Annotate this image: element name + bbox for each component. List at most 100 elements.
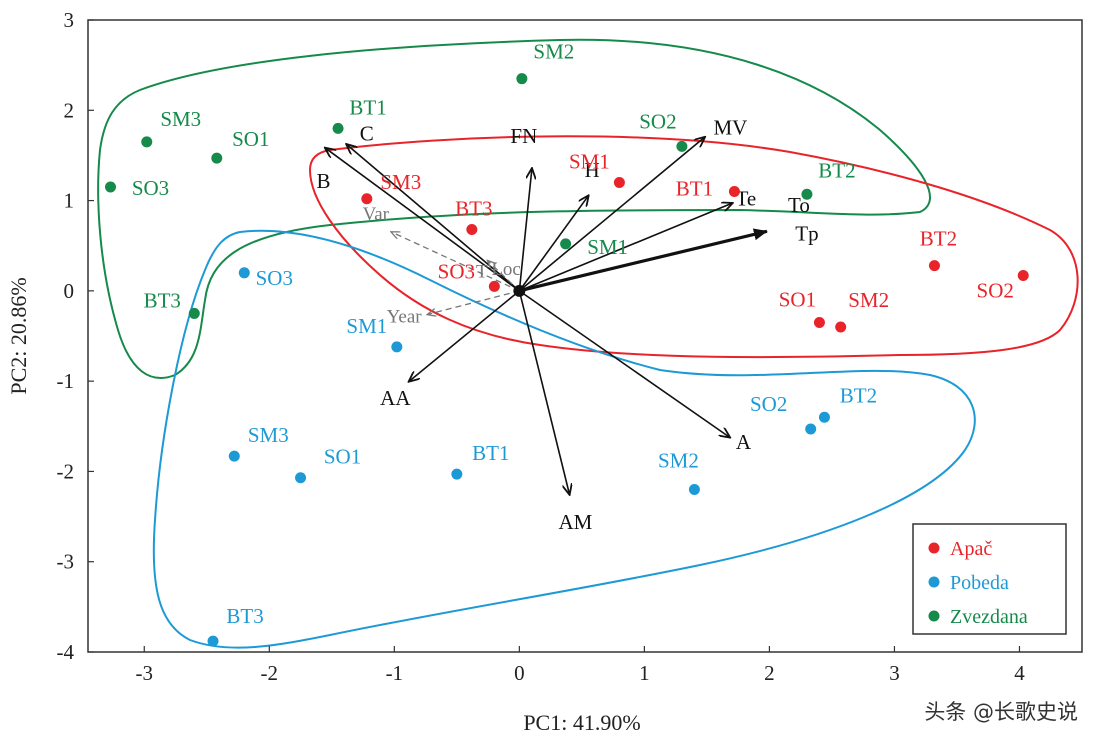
point-label: BT1 bbox=[349, 95, 386, 119]
point-apac-bt3 bbox=[466, 223, 478, 235]
origin-dot bbox=[513, 284, 526, 297]
x-tick-label: 0 bbox=[514, 661, 525, 685]
supplementary-label-year: Year bbox=[387, 306, 423, 327]
point-label: SM3 bbox=[248, 423, 289, 447]
group-hulls bbox=[97, 38, 1079, 649]
point-pobeda-bt3 bbox=[207, 635, 219, 647]
point-label: BT3 bbox=[455, 196, 492, 220]
legend-marker-pobeda bbox=[928, 576, 940, 588]
loading-arrow-a bbox=[518, 290, 729, 437]
point-apac-sm1 bbox=[613, 177, 625, 189]
loading-label-b: B bbox=[317, 169, 331, 193]
point-label: SO2 bbox=[977, 279, 1014, 303]
x-tick-label: 2 bbox=[764, 661, 775, 685]
loading-label-h: H bbox=[585, 158, 600, 182]
point-label: BT2 bbox=[920, 227, 957, 251]
loading-arrow-mv bbox=[518, 137, 704, 292]
point-pobeda-bt1 bbox=[451, 468, 463, 480]
point-pobeda-bt2 bbox=[818, 411, 830, 423]
x-tick-label: 1 bbox=[639, 661, 650, 685]
point-label: BT2 bbox=[818, 158, 855, 182]
point-zvezdana-so1 bbox=[211, 152, 223, 164]
point-label: SO3 bbox=[132, 176, 169, 200]
loading-arrow-am bbox=[518, 290, 569, 494]
point-zvezdana-bt2 bbox=[801, 188, 813, 200]
y-tick-label: 1 bbox=[64, 189, 75, 213]
loading-label-tp: Tp bbox=[795, 221, 818, 245]
point-label: BT3 bbox=[144, 288, 181, 312]
point-label: SM2 bbox=[848, 288, 889, 312]
loading-arrow-tp bbox=[518, 228, 768, 293]
y-tick-label: -2 bbox=[57, 459, 75, 483]
x-tick-label: 4 bbox=[1014, 661, 1025, 685]
supplementary-arrow-year bbox=[428, 290, 520, 314]
point-pobeda-so2 bbox=[805, 423, 817, 435]
point-zvezdana-so2 bbox=[676, 140, 688, 152]
loading-label-aa: AA bbox=[380, 386, 411, 410]
point-pobeda-sm2 bbox=[688, 483, 700, 495]
point-zvezdana-bt3 bbox=[188, 307, 200, 319]
plot-frame bbox=[87, 19, 1083, 653]
loading-arrow-h bbox=[518, 196, 588, 292]
x-tick-label: -3 bbox=[136, 661, 154, 685]
point-label: SM2 bbox=[658, 448, 699, 472]
point-label: SM3 bbox=[380, 170, 421, 194]
point-pobeda-so3 bbox=[238, 267, 250, 279]
x-tick-label: -1 bbox=[386, 661, 404, 685]
supplementary-label-loc: Loc bbox=[491, 259, 521, 280]
supplementary-label-var: Var bbox=[363, 204, 390, 225]
loading-arrow-fn bbox=[518, 169, 532, 291]
y-tick-label: 2 bbox=[64, 98, 75, 122]
x-tick-label: 3 bbox=[889, 661, 900, 685]
pobeda-hull bbox=[152, 229, 976, 649]
loading-label-te: Te bbox=[736, 186, 757, 210]
y-tick-label: -3 bbox=[57, 550, 75, 574]
loading-arrow-te bbox=[519, 203, 732, 292]
loading-label-fn: FN bbox=[510, 124, 537, 148]
point-label: SO2 bbox=[750, 392, 787, 416]
apac-hull bbox=[308, 135, 1079, 359]
point-label: BT1 bbox=[676, 177, 713, 201]
point-zvezdana-bt1 bbox=[332, 122, 344, 134]
point-zvezdana-so3 bbox=[105, 181, 117, 193]
point-label: SM3 bbox=[160, 107, 201, 131]
legend-label: Pobeda bbox=[950, 572, 1009, 594]
y-tick-label: -1 bbox=[57, 369, 75, 393]
loading-label-mv: MV bbox=[713, 115, 747, 139]
point-apac-so3 bbox=[488, 280, 500, 292]
point-apac-sm2 bbox=[835, 321, 847, 333]
legend-marker-apac bbox=[928, 542, 940, 554]
supplementary-label-t: T bbox=[476, 262, 488, 283]
point-label: SO1 bbox=[232, 127, 269, 151]
y-tick-label: 3 bbox=[64, 8, 75, 32]
point-label: BT3 bbox=[226, 604, 263, 628]
sample-points: SM3 BT3 SO3 SM1 BT1 BT2 SO2 SO1 SM2 SO3 SM1 SM3 SO1 B… bbox=[105, 40, 1029, 647]
point-label: SM1 bbox=[587, 235, 628, 259]
supplementary-arrow-var bbox=[392, 232, 520, 292]
loading-label-a: A bbox=[736, 430, 752, 454]
y-axis-title: PC2: 20.86% bbox=[6, 277, 31, 394]
point-label: SM2 bbox=[533, 40, 574, 64]
point-label: SO1 bbox=[324, 445, 361, 469]
x-tick-label: -2 bbox=[261, 661, 279, 685]
point-label: SM1 bbox=[346, 314, 387, 338]
point-apac-bt1 bbox=[728, 186, 740, 198]
axes: -3 -2 -1 0 1 2 3 4 -4 -3 -2 -1 0 1 2 3 bbox=[57, 8, 1083, 685]
y-tick-label: -4 bbox=[57, 640, 75, 664]
point-label: SO2 bbox=[639, 109, 676, 133]
point-zvezdana-sm1 bbox=[560, 238, 572, 250]
supplementary-arrow-loc bbox=[488, 261, 520, 292]
point-zvezdana-sm3 bbox=[141, 136, 153, 148]
point-apac-bt2 bbox=[928, 260, 940, 272]
point-label: SO3 bbox=[438, 259, 475, 283]
point-label: BT1 bbox=[472, 441, 509, 465]
point-pobeda-so1 bbox=[295, 472, 307, 484]
point-zvezdana-sm2 bbox=[516, 73, 528, 85]
point-label: SO1 bbox=[779, 287, 816, 311]
x-axis-title: PC1: 41.90% bbox=[523, 710, 640, 735]
watermark: 头条 @长歌史说 bbox=[924, 700, 1078, 724]
legend-label: Zvezdana bbox=[950, 606, 1028, 628]
legend-marker-zvezdana bbox=[928, 610, 940, 622]
